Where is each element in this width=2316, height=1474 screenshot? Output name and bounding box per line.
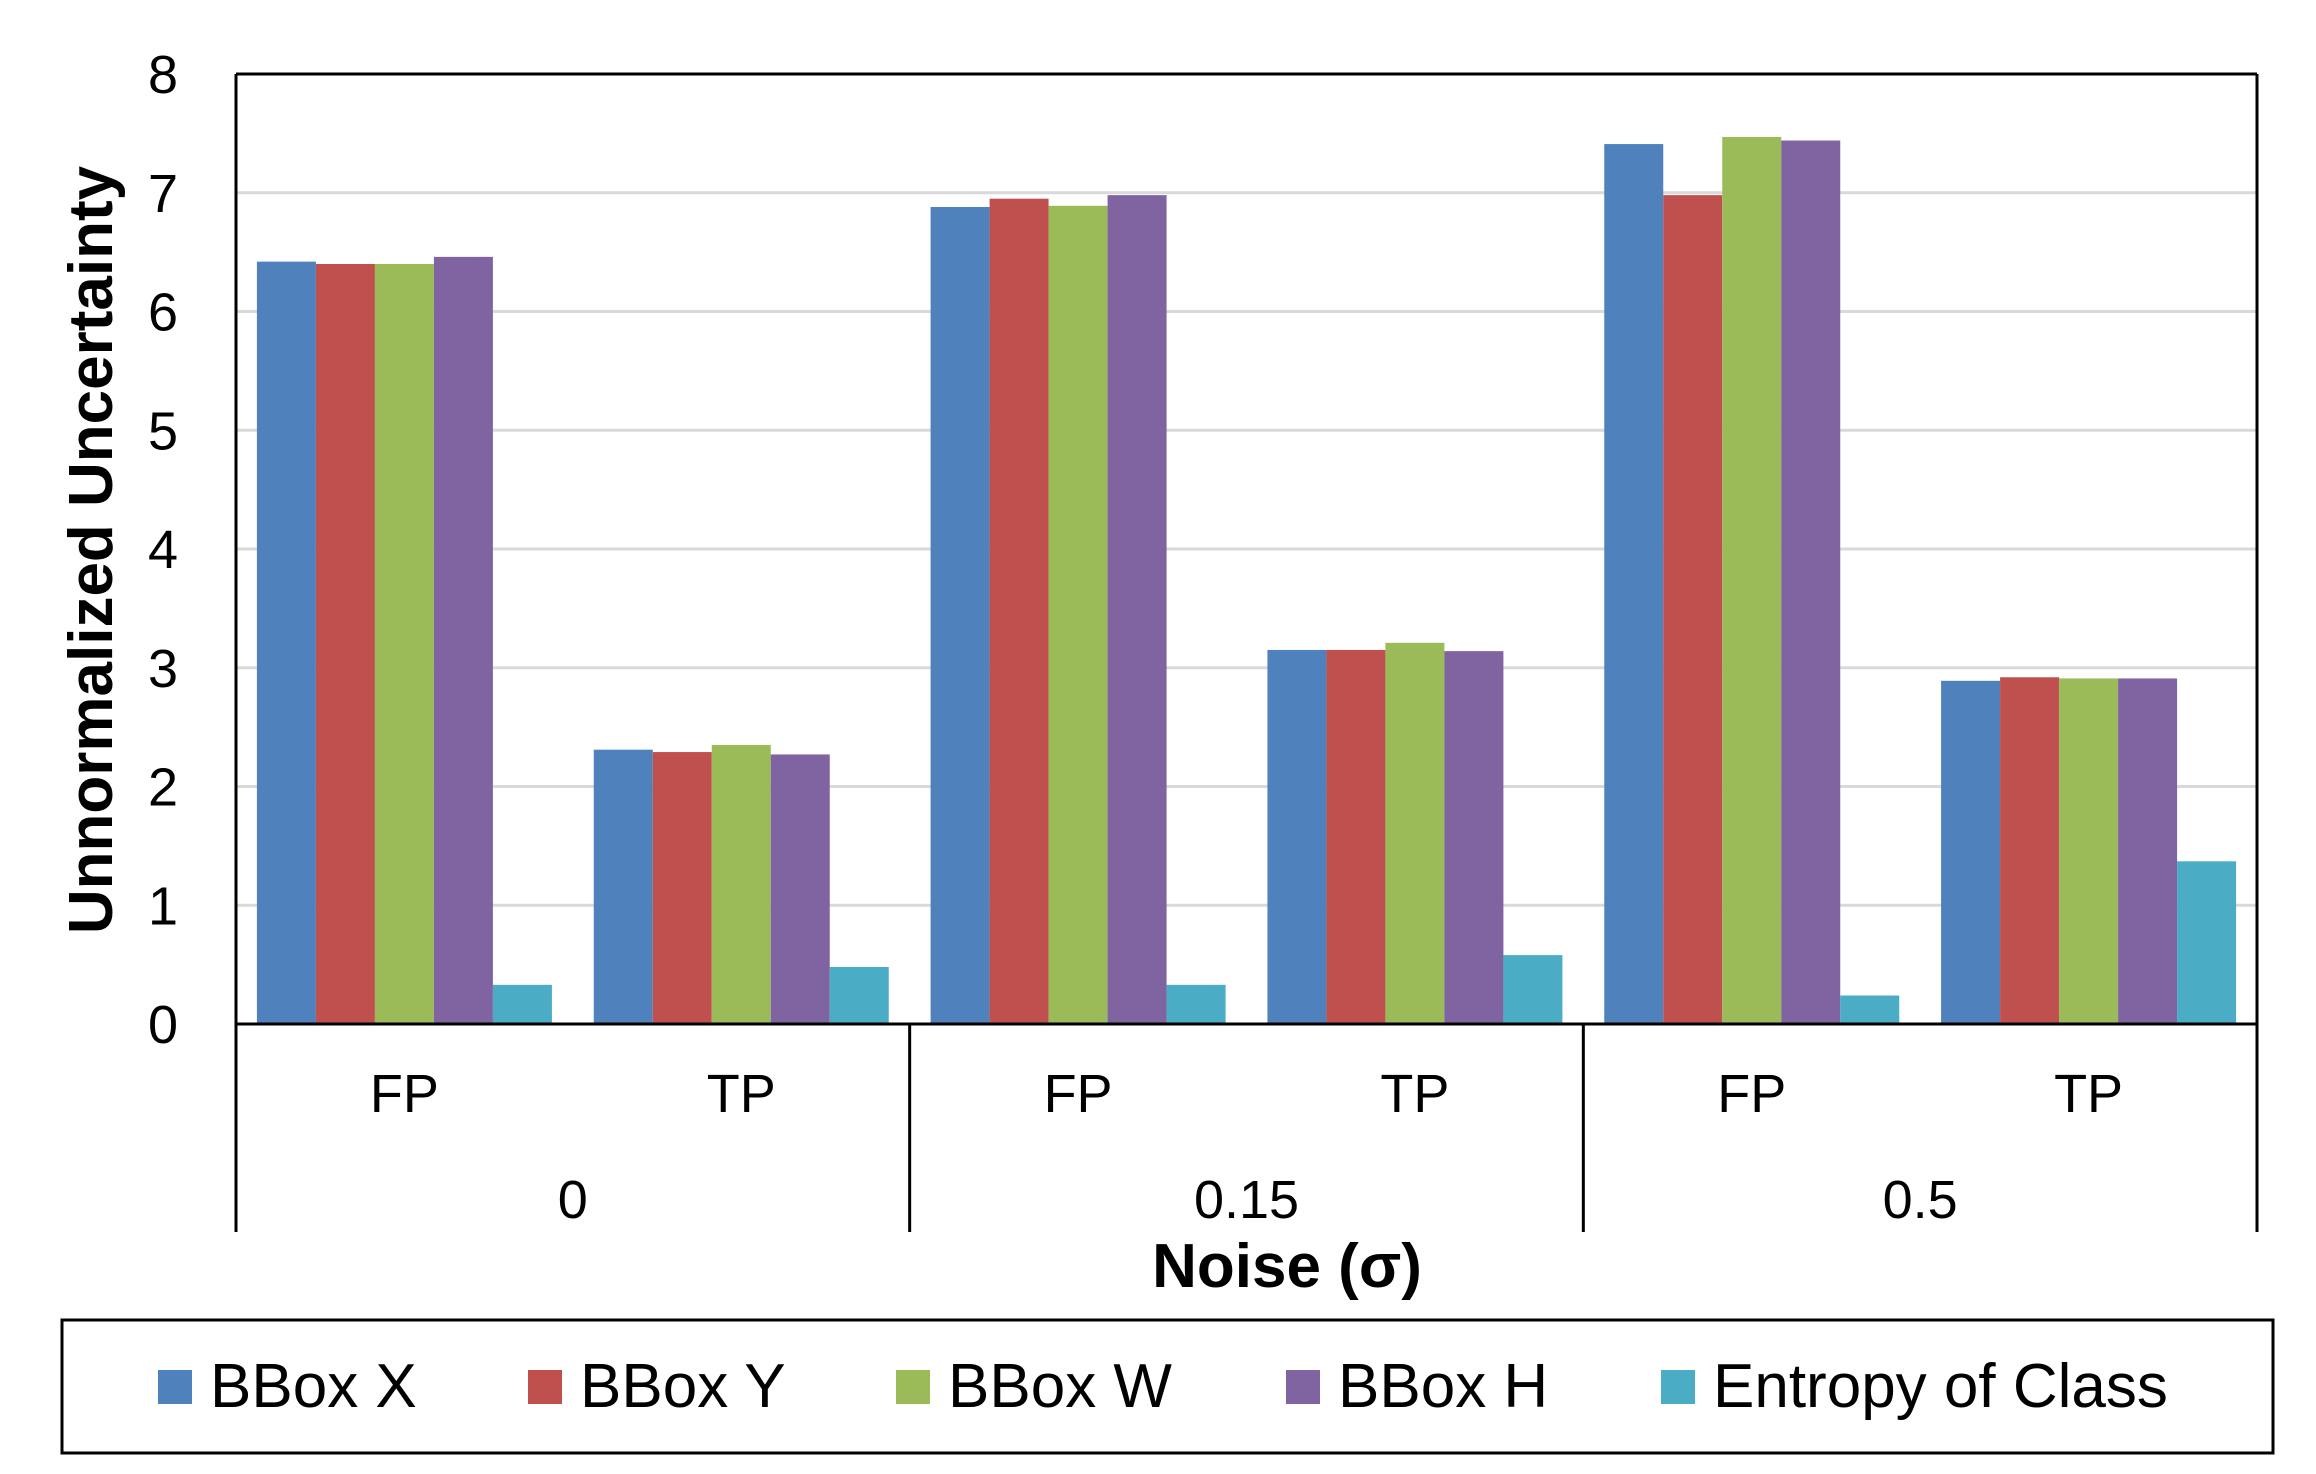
bar-bbox-h [1107,195,1167,1024]
bar-entropy-of-class [1166,984,1226,1024]
y-axis-title: Unnormalized Uncertainty [57,165,126,934]
gridlines [236,72,2257,907]
legend-entry: BBox H [1338,1352,1548,1421]
bar-bbox-y [2000,677,2060,1024]
y-tick-label: 5 [148,401,178,461]
bar-bbox-w [374,264,434,1024]
y-tick-label: 4 [148,520,178,580]
y-tick-label: 2 [148,758,178,818]
bar-bbox-w [1722,136,1782,1024]
bar-entropy-of-class [2177,861,2237,1024]
bar-bbox-y [652,752,712,1024]
bar-bbox-x [1604,144,1664,1024]
legend-swatch [1286,1370,1320,1404]
axes [234,72,2259,1232]
bar-bbox-x [930,207,990,1024]
legend-swatch [1661,1370,1695,1404]
category-label: TP [707,1064,776,1124]
group-label: 0.5 [1883,1170,1958,1230]
bar-entropy-of-class [829,967,889,1024]
bar-bbox-y [1326,649,1386,1024]
legend-swatch [528,1370,562,1404]
y-tick-label: 6 [148,283,178,343]
bar-bbox-w [1048,205,1108,1024]
bar-bbox-x [256,261,316,1024]
y-tick-label: 7 [148,164,178,224]
category-label: FP [370,1064,439,1124]
y-tick-label: 8 [148,45,178,105]
legend-box [60,1318,2275,1455]
y-tick-label: 0 [148,995,178,1055]
legend-entry: BBox W [948,1352,1172,1421]
bar-bbox-h [1444,651,1504,1024]
bar-bbox-y [989,198,1049,1024]
bars [256,136,2237,1024]
y-tick-label: 1 [148,876,178,936]
bar-bbox-y [1663,195,1723,1024]
group-label: 0.15 [1194,1170,1299,1230]
category-labels: FP TP 0 FP TP 0.15 FP TP 0.5 [370,1064,2123,1230]
legend: BBox X BBox Y BBox W BBox H Entropy of Class [158,1352,2168,1421]
bar-bbox-h [1781,140,1841,1024]
legend-swatch [158,1370,192,1404]
legend-swatch [896,1370,930,1404]
bar-bbox-w [2059,678,2119,1024]
category-label: TP [1380,1064,1449,1124]
bar-bbox-h [770,754,830,1024]
bar-bbox-x [593,749,653,1024]
legend-entry: BBox X [210,1352,417,1421]
x-axis-title: Noise (σ) [1152,1232,1422,1301]
category-label: TP [2054,1064,2123,1124]
category-label: FP [1044,1064,1113,1124]
legend-entry: Entropy of Class [1713,1352,2168,1421]
bar-bbox-h [433,256,493,1024]
bar-entropy-of-class [1840,995,1900,1024]
bar-bbox-w [1385,642,1445,1024]
bar-bbox-h [2118,678,2178,1024]
bar-bbox-x [1267,649,1327,1024]
y-tick-labels: 0 1 2 3 4 5 6 7 8 [148,45,178,1055]
group-label: 0 [558,1170,588,1230]
bar-bbox-y [315,264,375,1024]
bar-bbox-x [1941,680,2001,1024]
y-tick-label: 3 [148,639,178,699]
bar-bbox-w [711,744,771,1024]
category-label: FP [1717,1064,1786,1124]
bar-entropy-of-class [1503,955,1563,1024]
legend-entry: BBox Y [580,1352,786,1421]
bar-entropy-of-class [492,984,552,1024]
